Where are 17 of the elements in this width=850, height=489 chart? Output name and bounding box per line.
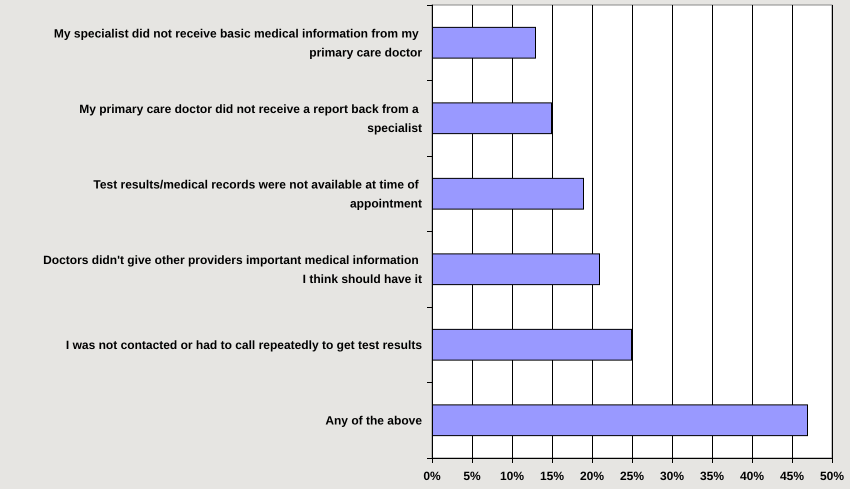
x-tick-label: 50% (820, 469, 844, 483)
x-tick-label: 25% (620, 469, 644, 483)
x-tick-label: 45% (780, 469, 804, 483)
x-tick-label: 35% (700, 469, 724, 483)
y-tick-label: Test results/medical records were not available at time of appointment (93, 177, 422, 210)
x-tick-label: 0% (423, 469, 441, 483)
x-tick-label: 15% (540, 469, 564, 483)
y-tick-label: I was not contacted or had to call repeatedly to get test results (66, 338, 422, 352)
y-tick-label: Any of the above (325, 413, 422, 428)
x-tick-label: 20% (580, 469, 604, 483)
x-tick-label: 30% (660, 469, 684, 483)
x-tick-label: 10% (500, 469, 524, 483)
y-tick-label: My primary care doctor did not receive a report back from a specialist (79, 102, 422, 135)
x-tick-label: 5% (463, 469, 481, 483)
x-tick-label: 40% (740, 469, 764, 483)
y-tick-label: My specialist did not receive basic medical information from my primary care doctor (54, 26, 422, 60)
y-tick-label: Doctors didn't give other providers important medical information I think should have it (43, 252, 422, 286)
